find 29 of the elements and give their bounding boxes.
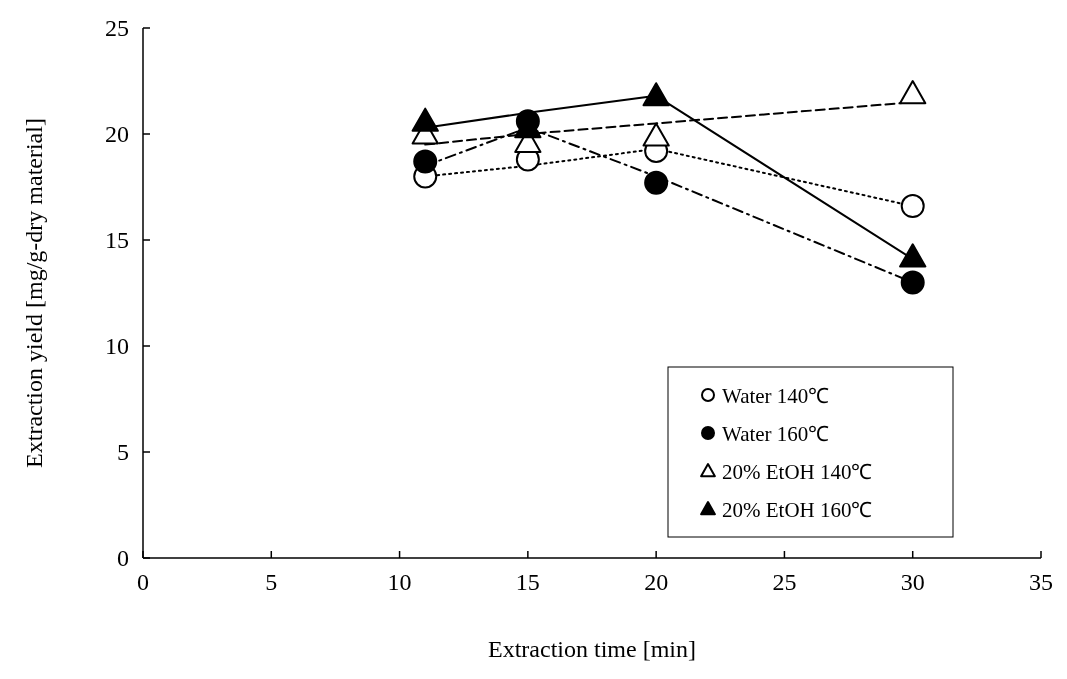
y-tick-label: 20	[105, 121, 129, 147]
y-tick-label: 5	[117, 439, 129, 465]
point	[642, 82, 670, 107]
x-tick-label: 10	[387, 569, 412, 595]
point	[900, 270, 925, 295]
point	[642, 122, 670, 147]
x-axis-title: Extraction time [min]	[488, 636, 696, 662]
x-tick-label: 5	[265, 569, 278, 595]
point	[900, 194, 925, 219]
y-tick-label: 0	[117, 545, 129, 571]
legend-label: 20% EtOH 140℃	[722, 460, 873, 484]
x-tick-label: 35	[1029, 569, 1053, 595]
y-tick-label: 10	[105, 333, 129, 359]
y-axis-title: Extraction yield [mg/g-dry material]	[21, 118, 47, 468]
point	[899, 80, 927, 105]
x-tick-label: 20	[644, 569, 669, 595]
legend-label: 20% EtOH 160℃	[722, 498, 873, 522]
point	[899, 243, 927, 268]
legend-label: Water 160℃	[722, 422, 830, 446]
x-tick-label: 25	[772, 569, 797, 595]
point	[413, 149, 438, 174]
point	[644, 170, 669, 195]
y-tick-label: 15	[105, 227, 129, 253]
x-tick-label: 0	[137, 569, 149, 595]
legend-label: Water 140℃	[722, 384, 830, 408]
y-tick-label: 25	[105, 15, 129, 41]
x-tick-label: 30	[900, 569, 925, 595]
point	[411, 107, 439, 132]
x-tick-label: 15	[515, 569, 540, 595]
